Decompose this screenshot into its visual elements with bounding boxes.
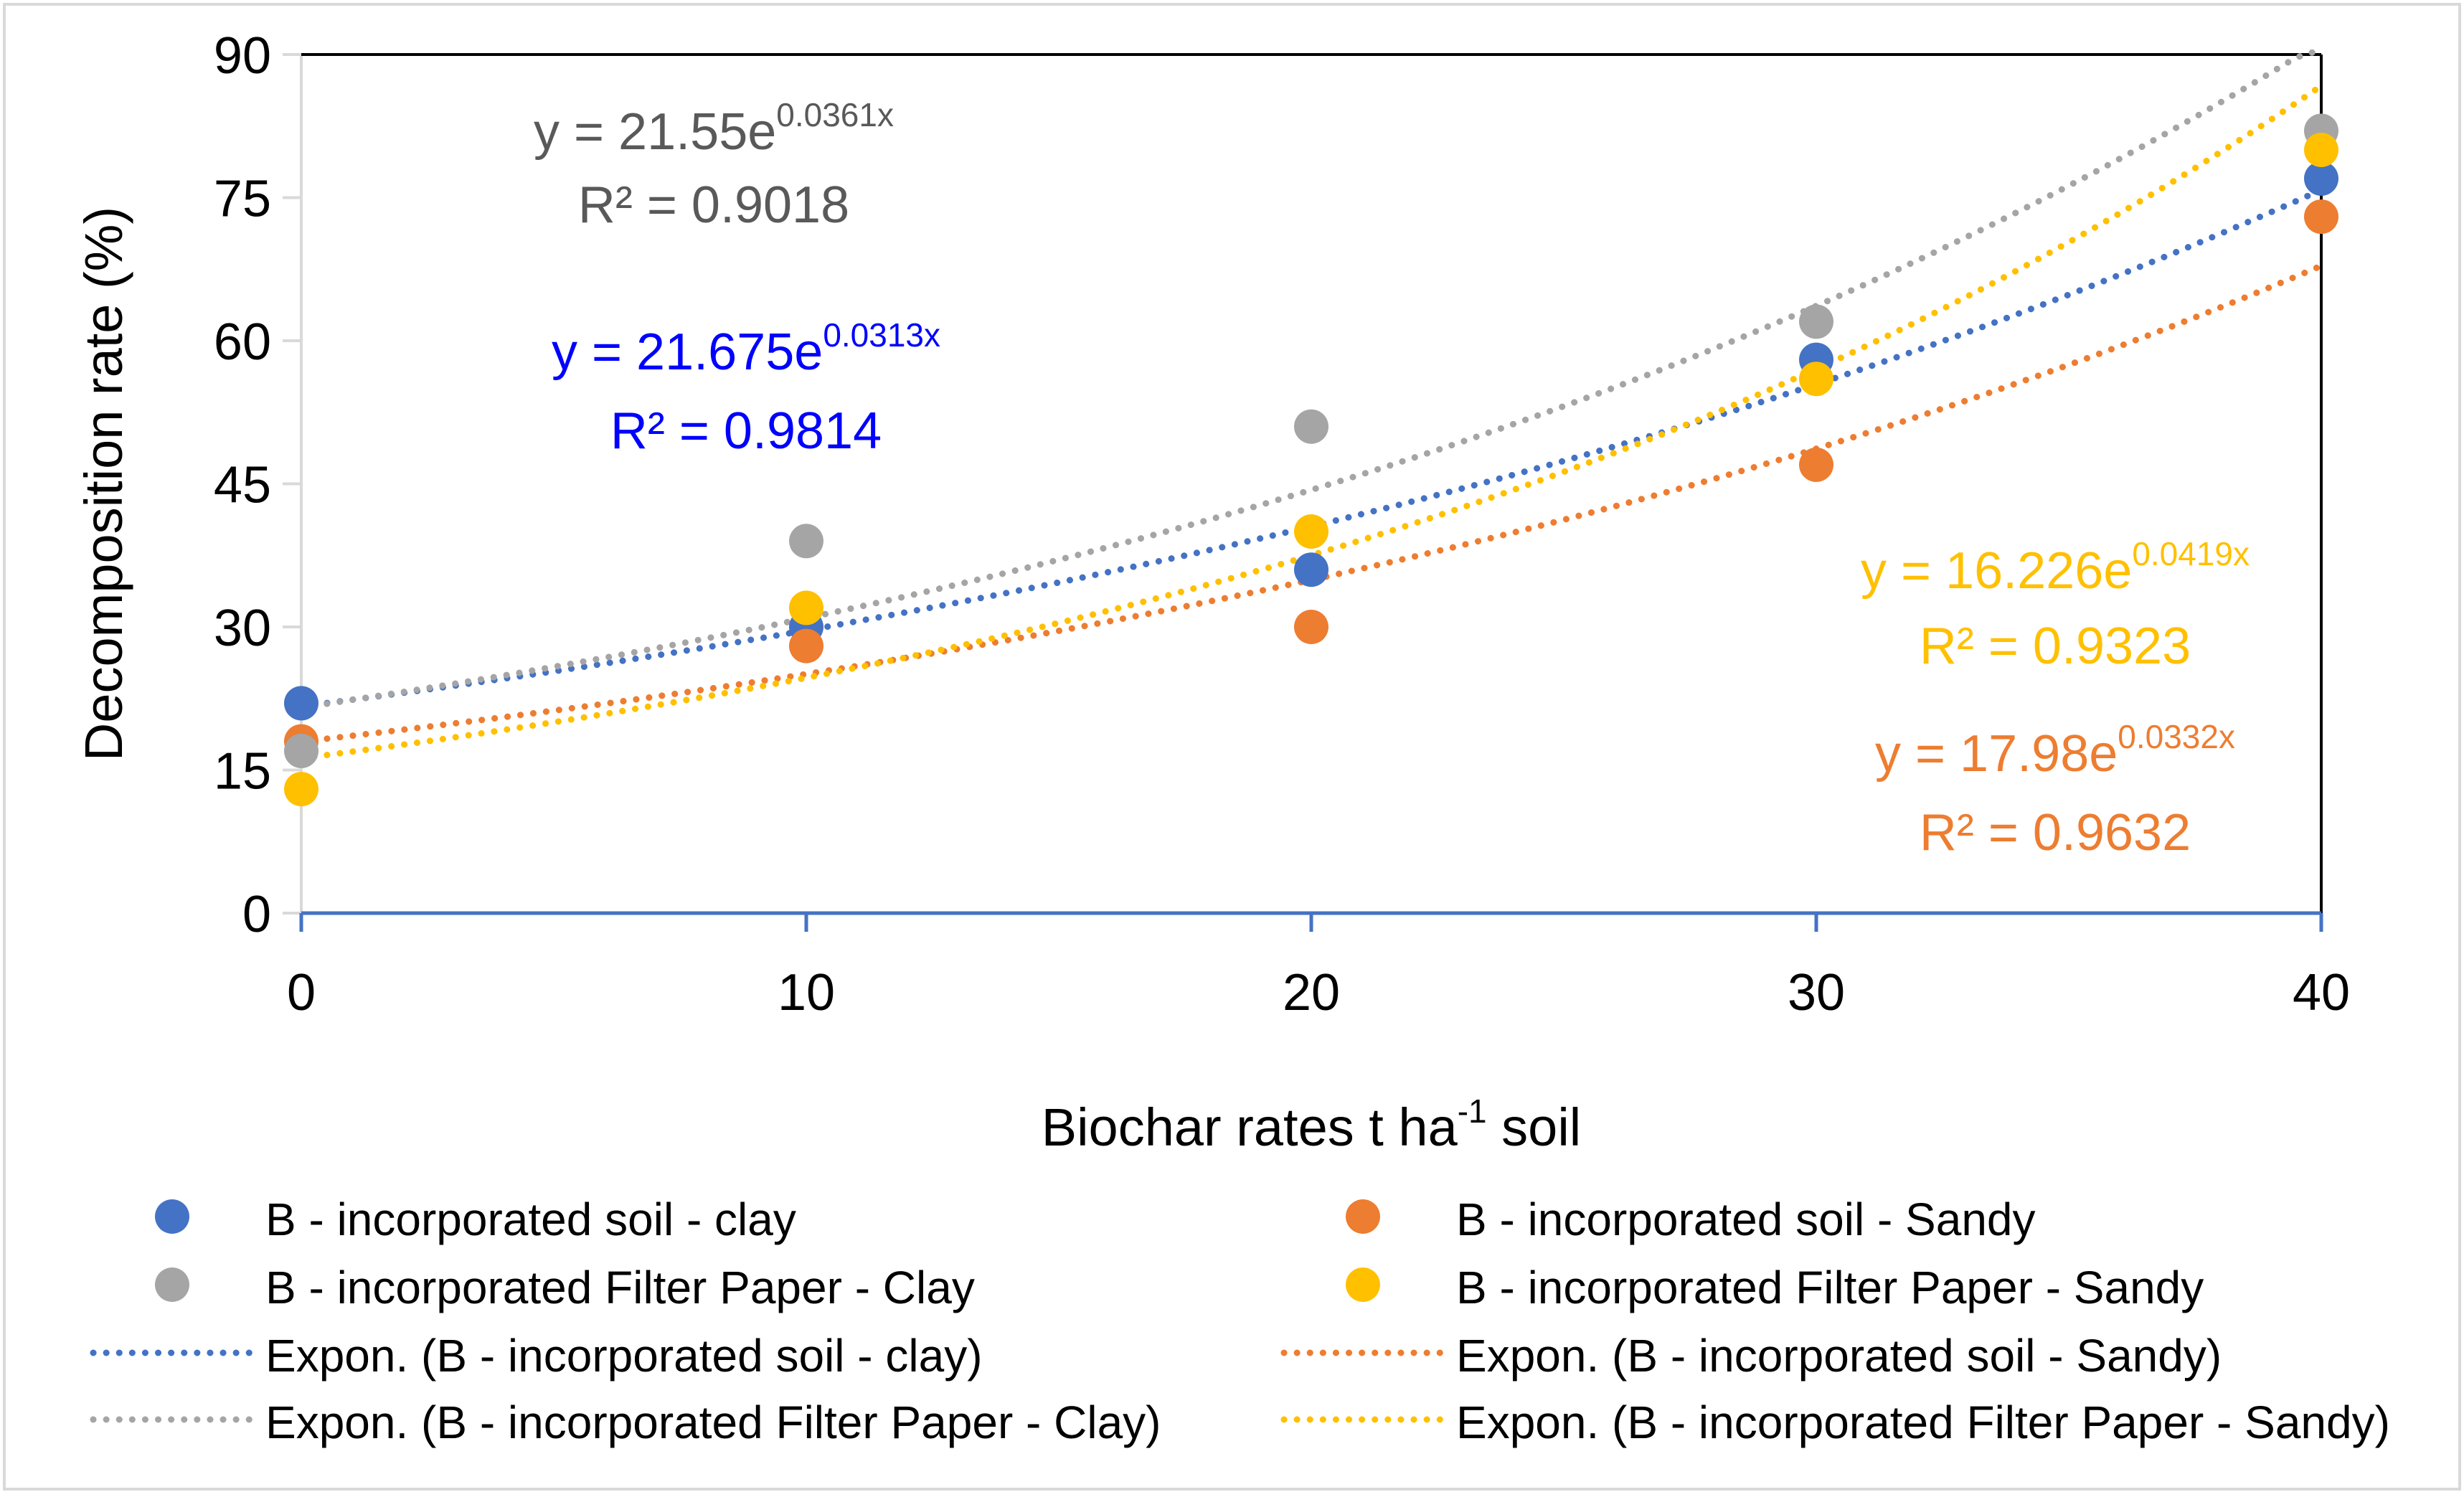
legend-label-0: B - incorporated soil - clay (265, 1194, 796, 1245)
equation-exponent: 0.0361x (776, 96, 894, 133)
equation-base: y = 17.98e (1875, 725, 2118, 783)
legend-marker-2 (155, 1267, 189, 1302)
x-tick-label: 30 (1788, 964, 1845, 1021)
equation-base: y = 16.226e (1861, 542, 2132, 600)
data-point-series-2 (789, 524, 823, 559)
equation-base: y = 21.675e (552, 324, 823, 381)
data-point-series-3 (284, 772, 318, 807)
data-point-series-0 (284, 686, 318, 721)
trendline-r2-2: R² = 0.9018 (578, 176, 849, 234)
y-tick-label: 90 (214, 27, 271, 85)
x-tick-label: 40 (2293, 964, 2350, 1021)
trendline-3 (298, 82, 2325, 762)
x-tick-label: 0 (287, 964, 316, 1021)
y-tick-label: 60 (214, 313, 271, 371)
data-point-series-3 (2304, 133, 2338, 167)
legend-label-4: Expon. (B - incorporated soil - clay) (265, 1330, 983, 1382)
equation-exponent: 0.0419x (2132, 535, 2250, 572)
equation-exponent: 0.0332x (2118, 718, 2235, 755)
legend-label-1: B - incorporated soil - Sandy (1456, 1194, 2036, 1245)
plot-area: 0 15 30 45 60 75 90 0 10 20 30 40 Decomposition rate… (74, 27, 2350, 1157)
data-point-series-0 (1294, 552, 1328, 587)
data-point-series-0 (2304, 161, 2338, 196)
data-point-series-3 (789, 590, 823, 625)
data-point-series-1 (1799, 447, 1833, 482)
trendline-equation-1: y = 17.98e0.0332x (1875, 718, 2235, 783)
equation-exponent: 0.0313x (823, 316, 940, 354)
y-axis-title: Decomposition rate (%) (74, 207, 133, 761)
legend: B - incorporated soil - clay B - incorpor… (90, 1194, 2390, 1448)
data-point-series-1 (1294, 610, 1328, 644)
trendline-r2-3: R² = 0.9323 (1920, 618, 2191, 675)
x-axis-title-suffix: soil (1487, 1097, 1582, 1157)
trendline-equation-2: y = 21.55e0.0361x (534, 96, 894, 161)
x-axis-title-superscript: -1 (1458, 1092, 1487, 1130)
data-point-series-1 (789, 628, 823, 664)
data-point-series-2 (284, 733, 318, 768)
legend-marker-3 (1346, 1267, 1380, 1302)
legend-label-6: Expon. (B - incorporated Filter Paper - … (265, 1397, 1161, 1448)
y-tick-label: 30 (214, 600, 271, 657)
y-tick-label: 0 (242, 886, 271, 943)
x-axis-title: Biochar rates t ha-1 soil (1042, 1092, 1581, 1157)
legend-label-2: B - incorporated Filter Paper - Clay (265, 1262, 975, 1313)
x-tick-label: 10 (778, 964, 835, 1021)
legend-label-7: Expon. (B - incorporated Filter Paper - … (1456, 1397, 2390, 1448)
trendline-r2-0: R² = 0.9814 (610, 402, 882, 460)
data-point-series-1 (2304, 199, 2338, 235)
trendline-equation-3: y = 16.226e0.0419x (1861, 535, 2250, 600)
x-tick-label: 20 (1283, 964, 1340, 1021)
equation-base: y = 21.55e (534, 103, 776, 161)
data-point-series-3 (1799, 362, 1833, 397)
legend-label-5: Expon. (B - incorporated soil - Sandy) (1456, 1330, 2222, 1382)
y-tick-label: 15 (214, 743, 271, 801)
data-point-series-2 (1294, 409, 1328, 444)
y-tick-label: 75 (214, 171, 271, 228)
trendline-equation-0: y = 21.675e0.0313x (552, 316, 940, 381)
data-point-series-3 (1294, 514, 1328, 549)
y-tick-label: 45 (214, 457, 271, 514)
data-point-series-2 (1799, 304, 1833, 339)
x-axis-title-main: Biochar rates t ha (1042, 1097, 1458, 1157)
legend-marker-0 (155, 1199, 189, 1234)
trendline-r2-1: R² = 0.9632 (1920, 804, 2191, 861)
legend-marker-1 (1346, 1199, 1380, 1234)
legend-label-3: B - incorporated Filter Paper - Sandy (1456, 1262, 2204, 1313)
